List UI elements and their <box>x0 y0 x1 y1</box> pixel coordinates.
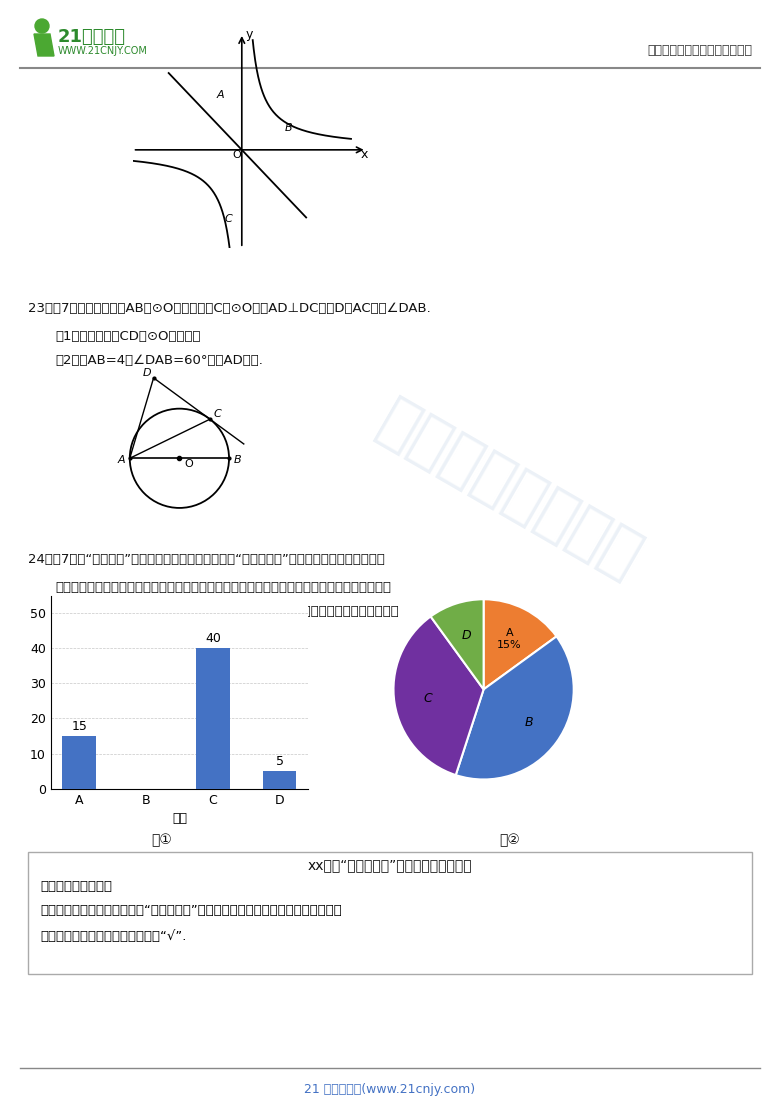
Text: 24．（7分）“新冠病毒”疫情防控期间，我市积极开展“停课不停学”网络教学活动，为了了解和: 24．（7分）“新冠病毒”疫情防控期间，我市积极开展“停课不停学”网络教学活动，… <box>28 553 385 566</box>
Text: 15: 15 <box>71 720 87 733</box>
Text: 初中数学精选资料: 初中数学精选资料 <box>368 392 651 589</box>
Text: C: C <box>214 409 222 419</box>
Wedge shape <box>431 599 484 689</box>
Text: A: A <box>117 456 125 465</box>
Text: C: C <box>225 214 232 224</box>
Bar <box>62 736 96 789</box>
Text: D: D <box>461 629 471 642</box>
Text: 图①: 图① <box>151 833 172 847</box>
Text: x: x <box>360 148 368 161</box>
Text: D: D <box>143 368 151 378</box>
Text: B: B <box>525 716 534 729</box>
Text: A: A <box>216 89 224 99</box>
FancyBboxPatch shape <box>28 852 752 974</box>
Text: B: B <box>285 124 292 133</box>
Text: 21世纪教育: 21世纪教育 <box>58 28 126 46</box>
Circle shape <box>35 19 49 33</box>
Text: 指导学生有效进行网络学习，某校对学生每天在家网络学习时间进行了随机问卷调查（问卷调查: 指导学生有效进行网络学习，某校对学生每天在家网络学习时间进行了随机问卷调查（问卷… <box>55 581 391 595</box>
Text: A
15%: A 15% <box>497 628 522 650</box>
Text: y: y <box>246 28 253 41</box>
Bar <box>263 771 296 789</box>
Text: （2）若AB=4，∠DAB=60°，求AD的长.: （2）若AB=4，∠DAB=60°，求AD的长. <box>55 354 263 367</box>
Text: WWW.21CNJY.COM: WWW.21CNJY.COM <box>58 46 148 56</box>
Text: 中小学教育资源及组卷应用平台: 中小学教育资源及组卷应用平台 <box>647 44 752 57</box>
Bar <box>196 649 229 789</box>
Text: O: O <box>184 459 193 469</box>
Text: 40: 40 <box>205 632 221 645</box>
Text: 图②: 图② <box>499 833 520 847</box>
Wedge shape <box>484 599 556 689</box>
Text: 23．（7分）如图，已瞭AB是⊙O的直径，点C在⊙O上，AD⊥DC于点D，AC平分∠DAB.: 23．（7分）如图，已瞭AB是⊙O的直径，点C在⊙O上，AD⊥DC于点D，AC平… <box>28 302 431 315</box>
Text: 亲爱的同学，你好！: 亲爱的同学，你好！ <box>40 880 112 893</box>
Text: C: C <box>424 692 432 705</box>
X-axis label: 选项: 选项 <box>172 812 187 825</box>
Wedge shape <box>456 636 574 780</box>
Polygon shape <box>34 34 54 56</box>
Text: 习时间的选项，在其后的空格内打“√”.: 习时间的选项，在其后的空格内打“√”. <box>40 930 186 943</box>
Text: 5: 5 <box>275 756 284 769</box>
Text: 表如图所示），并用调查结果绘制了图①，图②两幅统计图（均不完整），请根据统计图解答以: 表如图所示），并用调查结果绘制了图①，图②两幅统计图（均不完整），请根据统计图解… <box>55 606 399 618</box>
Text: B: B <box>234 456 242 465</box>
Text: 21 世纪教育网(www.21cnjy.com): 21 世纪教育网(www.21cnjy.com) <box>304 1083 476 1096</box>
Wedge shape <box>393 617 484 775</box>
Text: 为了了解和更好地指导你进行“停课不停学”网络学习，请在表格中选择一项符合你学: 为了了解和更好地指导你进行“停课不停学”网络学习，请在表格中选择一项符合你学 <box>40 904 342 917</box>
Text: xx学校“停课不停学”网络学习时间调查表: xx学校“停课不停学”网络学习时间调查表 <box>307 858 473 872</box>
Text: O: O <box>232 150 241 160</box>
Text: （1）求证：直线CD是⊙O的切线；: （1）求证：直线CD是⊙O的切线； <box>55 330 200 343</box>
Text: 下问题：: 下问题： <box>55 629 87 642</box>
